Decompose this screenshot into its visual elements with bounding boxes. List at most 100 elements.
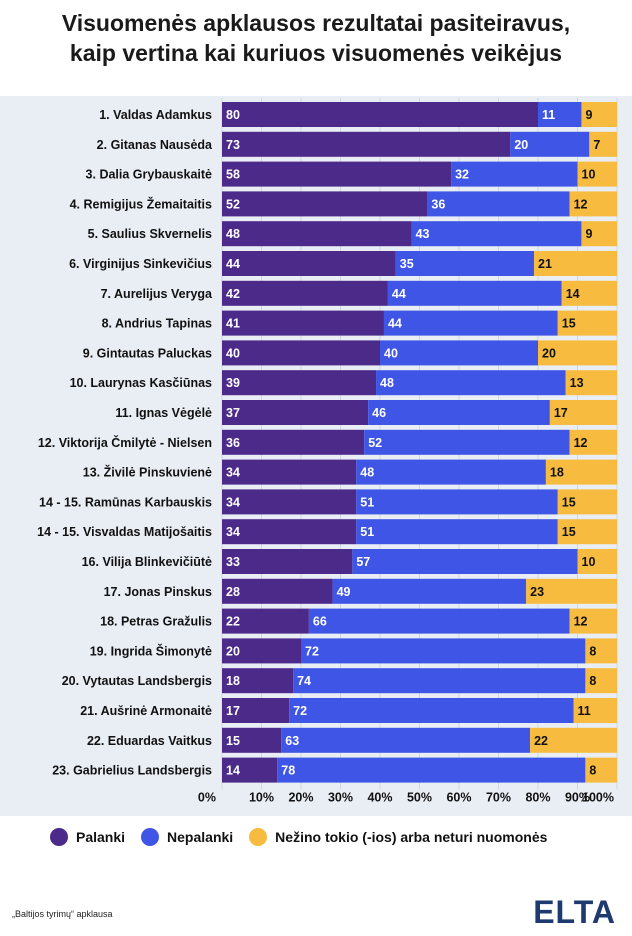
elta-logo: ELTA (533, 894, 616, 930)
bar-nezino (530, 727, 617, 753)
bar-nepalanki (356, 459, 546, 485)
category-label: 22. Eduardas Vaitkus (87, 734, 212, 748)
bar-nezino (573, 698, 617, 723)
bar-palanki (222, 489, 357, 515)
data-label-nepalanki: 43 (416, 227, 430, 241)
x-tick-label: 20% (288, 790, 313, 804)
data-label-palanki: 37 (226, 406, 240, 420)
data-label-nepalanki: 36 (431, 197, 445, 211)
legend-item-palanki: Palanki (50, 828, 125, 846)
category-label: 14 - 15. Visvaldas Matijošaitis (37, 525, 212, 539)
legend-swatch-nezino (249, 828, 268, 846)
bar-nepalanki (395, 251, 535, 276)
bar-palanki (222, 251, 396, 276)
category-label: 11. Ignas Vėgėlė (115, 406, 212, 420)
bar-palanki (222, 668, 294, 694)
category-label: 13. Živilė Pinskuvienė (83, 465, 212, 480)
legend-swatch-palanki (50, 828, 68, 846)
data-label-nepalanki: 44 (392, 287, 406, 301)
bar-nepalanki (451, 161, 578, 187)
legend-item-nezino: Nežino tokio (-ios) arba neturi nuomonės (249, 828, 547, 846)
data-label-nezino: 15 (562, 317, 576, 331)
data-label-nezino: 17 (554, 406, 568, 420)
data-label-nezino: 15 (562, 525, 576, 539)
category-label: 5. Saulius Skvernelis (88, 227, 212, 241)
bar-palanki (222, 280, 388, 306)
bar-nepalanki (277, 757, 586, 783)
bar-nepalanki (411, 221, 582, 247)
category-label: 18. Petras Gražulis (100, 615, 212, 629)
data-label-nezino: 11 (578, 704, 591, 718)
bar-nepalanki (368, 400, 550, 425)
legend-label-nezino: Nežino tokio (-ios) arba neturi nuomonės (275, 829, 548, 845)
data-label-nezino: 8 (589, 674, 596, 688)
data-label-nezino: 23 (530, 585, 544, 599)
data-label-nepalanki: 44 (388, 317, 402, 331)
data-label-palanki: 48 (226, 227, 240, 241)
data-label-nepalanki: 74 (297, 674, 311, 688)
bar-nepalanki (427, 191, 570, 217)
data-label-nepalanki: 11 (542, 108, 555, 122)
bar-nepalanki (293, 668, 586, 694)
data-label-palanki: 34 (226, 466, 240, 480)
bar-palanki (222, 459, 357, 485)
x-tick-label: 60% (446, 790, 471, 804)
data-label-nepalanki: 57 (356, 555, 370, 569)
bar-palanki (222, 310, 384, 336)
bar-nezino (538, 340, 617, 366)
legend-swatch-nepalanki (141, 828, 160, 846)
data-label-palanki: 73 (226, 138, 240, 152)
x-tick-label: 90% (565, 790, 590, 804)
bar-nepalanki (308, 608, 570, 634)
category-label: 7. Aurelijus Veryga (101, 287, 213, 301)
bar-palanki (222, 400, 369, 425)
data-label-nepalanki: 46 (372, 406, 386, 420)
data-label-nepalanki: 40 (384, 346, 398, 360)
bar-palanki (222, 578, 333, 604)
category-label: 17. Jonas Pinskus (104, 585, 212, 599)
category-label: 20. Vytautas Landsbergis (62, 674, 212, 688)
x-tick-label: 70% (486, 790, 511, 804)
data-label-nepalanki: 48 (360, 466, 374, 480)
bar-nepalanki (387, 280, 562, 306)
data-label-palanki: 40 (226, 346, 240, 360)
bar-nepalanki (332, 578, 527, 604)
bar-palanki (222, 161, 452, 187)
data-label-nepalanki: 20 (514, 138, 528, 152)
data-label-nepalanki: 49 (337, 585, 351, 599)
title-line-1: Visuomenės apklausos rezultatai pasiteir… (61, 10, 571, 36)
data-label-palanki: 52 (226, 197, 240, 211)
data-label-palanki: 36 (226, 436, 240, 450)
data-label-palanki: 58 (226, 168, 240, 182)
bar-nezino (526, 578, 617, 604)
data-label-nepalanki: 72 (305, 644, 319, 658)
x-tick-label: 30% (328, 790, 353, 804)
bar-nepalanki (376, 370, 566, 396)
category-label: 23. Gabrielius Landsbergis (52, 764, 212, 778)
data-label-nezino: 8 (589, 644, 596, 658)
data-label-palanki: 80 (226, 108, 240, 122)
category-label: 12. Viktorija Čmilytė - Nielsen (38, 435, 212, 450)
bar-nepalanki (364, 429, 570, 455)
bar-nezino (581, 102, 617, 127)
bar-palanki (222, 191, 428, 217)
legend-label-nepalanki: Nepalanki (167, 829, 234, 845)
bar-nezino (557, 310, 617, 336)
data-label-nezino: 12 (574, 615, 588, 629)
category-label: 14 - 15. Ramūnas Karbauskis (39, 495, 212, 509)
data-label-nezino: 15 (562, 495, 576, 509)
bar-nezino (561, 280, 617, 306)
data-label-nezino: 10 (582, 168, 596, 182)
data-label-palanki: 15 (226, 734, 240, 748)
category-label: 21. Aušrinė Armonaitė (80, 704, 212, 718)
data-label-palanki: 44 (226, 257, 240, 271)
chart-title: Visuomenės apklausos rezultatai pasiteir… (0, 8, 632, 68)
bar-nezino (585, 668, 617, 694)
bar-nezino (589, 131, 617, 157)
data-label-palanki: 20 (226, 644, 240, 658)
data-label-palanki: 41 (226, 317, 240, 331)
bar-nezino (565, 370, 617, 396)
data-label-nezino: 13 (570, 376, 584, 390)
bar-nezino (569, 191, 617, 217)
data-label-palanki: 42 (226, 287, 240, 301)
